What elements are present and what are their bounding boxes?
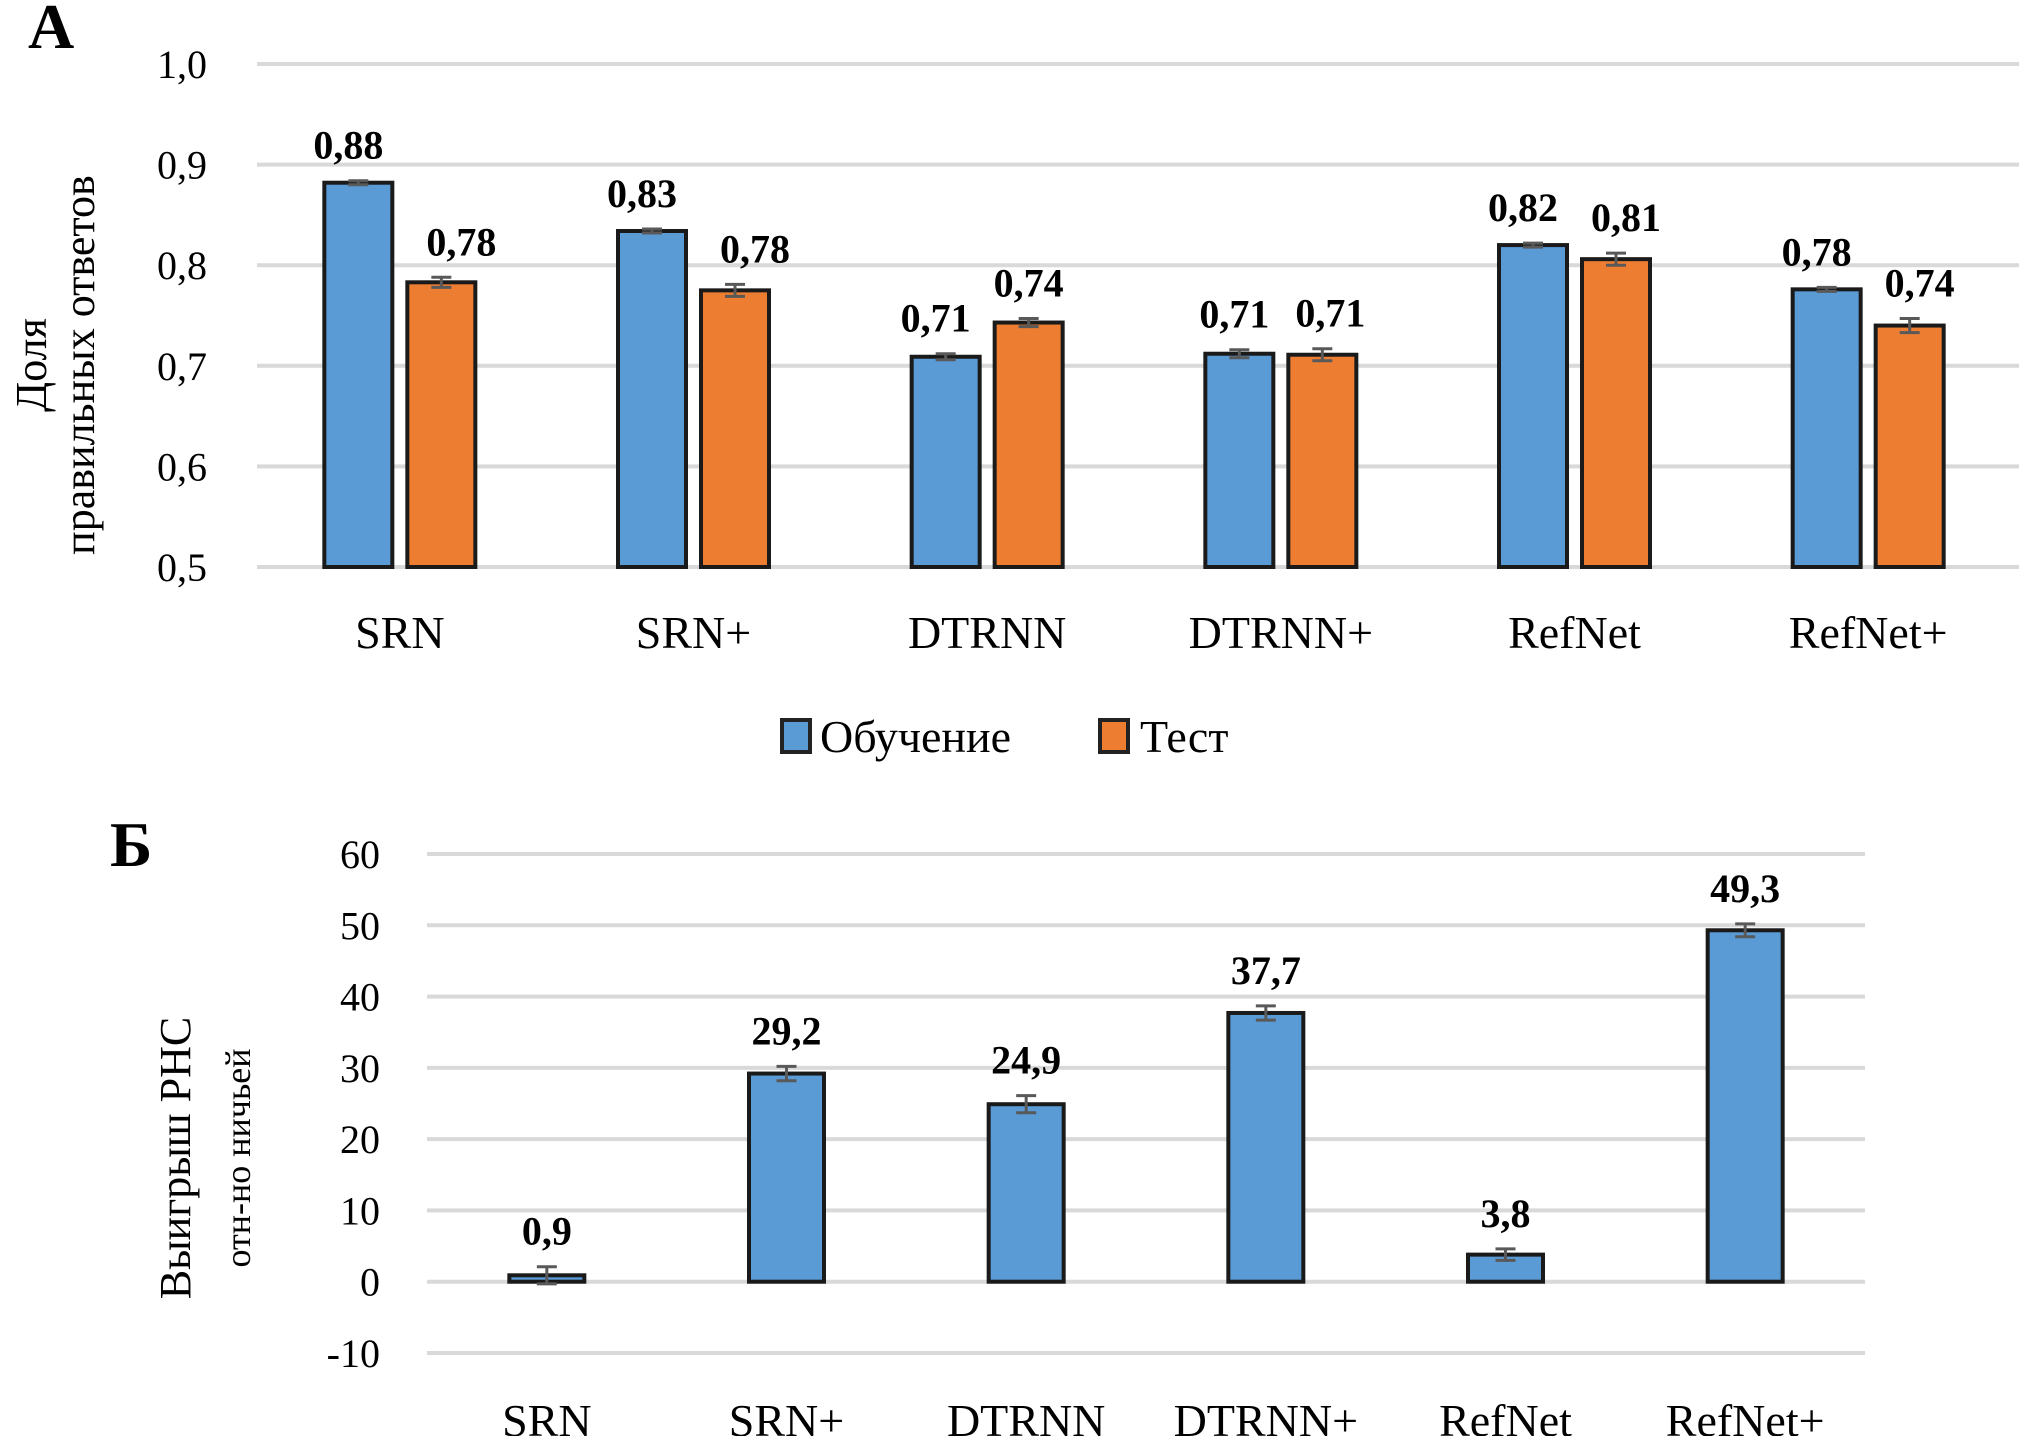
x-tick-label-refnet: RefNet	[1508, 607, 1641, 658]
data-label-refnet: 3,8	[1481, 1191, 1531, 1236]
bar-dtrnn-series1	[909, 354, 982, 569]
bar-dtrnn-series1	[1226, 1010, 1306, 1284]
y-tick-label: 20	[340, 1117, 380, 1162]
bars-b	[507, 922, 1785, 1286]
legend-swatch-test	[1098, 718, 1130, 754]
y-tick-label: 0,8	[157, 243, 207, 288]
y-tick-label: 40	[340, 975, 380, 1020]
x-tick-label-refnet: RefNet+	[1789, 607, 1948, 658]
data-label-refnet: 0,78	[1782, 229, 1852, 274]
data-labels-b: 0,9 29,2 24,9 37,7 3,8 49,3	[522, 866, 1780, 1254]
y-tick-label: -10	[327, 1331, 380, 1376]
y-tick-label: 30	[340, 1046, 380, 1091]
y-tick-label: 0,6	[157, 444, 207, 489]
y-axis-label-b-line2: отн-но ничьей	[218, 1048, 258, 1267]
bars-a	[322, 179, 1946, 570]
y-axis-label-b-line1: Выигрыш РНС	[151, 1017, 200, 1300]
gridlines-a	[257, 62, 2019, 569]
y-axis-label-a-line2: правильных ответов	[55, 175, 104, 555]
x-tick-label-dtrnn: DTRNN+	[1189, 607, 1373, 658]
x-tick-label-srn: SRN	[355, 607, 444, 658]
panel-label-a: А	[28, 0, 74, 62]
data-label-refnet: 49,3	[1710, 866, 1780, 911]
data-label-refnet: 0,74	[1885, 261, 1955, 306]
data-label-srn: 0,88	[313, 123, 383, 168]
data-label-srn: 0,9	[522, 1209, 572, 1254]
legend-swatch-train	[780, 718, 812, 754]
x-categories-a: SRN SRN+ DTRNN DTRNN+ RefNet RefNet+	[355, 607, 1947, 658]
bar-srn-series1	[616, 228, 688, 569]
bar-refnet-series1	[1790, 287, 1863, 569]
x-categories-b: SRN SRN+ DTRNN DTRNN+ RefNet RefNet+	[502, 1395, 1824, 1436]
data-labels-a: 0,88 0,78 0,83 0,78 0,71 0,74 0,71 0,71 0,82 0,81…	[313, 123, 1954, 341]
x-tick-label-refnet: RefNet	[1439, 1395, 1572, 1436]
y-ticks-b: -10 0 10 20 30 40 50 60	[327, 832, 380, 1376]
bar-refnet-series2	[1580, 257, 1652, 569]
bar-srn-series2	[699, 288, 771, 569]
chart-a: 0,5 0,6 0,7 0,8 0,9 1,0 SRN SRN+ DTRNN DTRNN+ Ref…	[7, 0, 2019, 762]
x-tick-label-dtrnn: DTRNN	[947, 1395, 1105, 1436]
bar-refnet-series2	[1873, 323, 1946, 569]
y-tick-label: 0	[360, 1260, 380, 1305]
x-tick-label-dtrnn: DTRNN	[908, 607, 1066, 658]
data-label-dtrnn: 0,71	[1295, 291, 1365, 336]
y-tick-label: 50	[340, 903, 380, 948]
legend: Обучение Тест	[780, 711, 1228, 762]
y-tick-label: 10	[340, 1188, 380, 1233]
y-axis-label-a-line1: Доля	[7, 318, 56, 412]
bar-refnet-series1	[1497, 243, 1569, 570]
data-label-dtrnn: 37,7	[1231, 948, 1301, 993]
chart-b: -10 0 10 20 30 40 50 60 SRN SRN+ DTRNN DTRNN+ RefNe…	[110, 809, 1865, 1436]
data-label-srn: 0,78	[426, 219, 496, 264]
data-label-refnet: 0,81	[1591, 195, 1661, 240]
x-tick-label-dtrnn: DTRNN+	[1174, 1395, 1358, 1436]
bar-srn-series2	[405, 280, 478, 569]
bar-dtrnn-series2	[1286, 352, 1359, 570]
bar-dtrnn-series2	[992, 320, 1065, 569]
bar-refnet-series1	[1705, 928, 1785, 1284]
bar-dtrnn-series1	[986, 1102, 1066, 1284]
data-label-srn: 0,78	[720, 226, 790, 271]
legend-label-train: Обучение	[820, 711, 1011, 762]
data-label-dtrnn: 0,71	[901, 296, 971, 341]
data-label-dtrnn: 0,71	[1199, 292, 1269, 337]
x-tick-label-refnet: RefNet+	[1666, 1395, 1825, 1436]
panel-label-b: Б	[110, 809, 152, 880]
bar-srn-series1	[747, 1071, 826, 1284]
data-label-srn: 0,83	[607, 171, 677, 216]
data-label-srn: 29,2	[752, 1008, 822, 1053]
gridlines-b	[427, 852, 1865, 1355]
data-label-dtrnn: 0,74	[994, 261, 1064, 306]
x-tick-label-srn: SRN	[502, 1395, 591, 1436]
y-tick-label: 0,9	[157, 143, 207, 188]
bar-dtrnn-series1	[1203, 351, 1276, 569]
y-tick-label: 60	[340, 832, 380, 877]
legend-label-test: Тест	[1140, 711, 1228, 762]
y-tick-label: 0,5	[157, 545, 207, 590]
x-tick-label-srn: SRN+	[729, 1395, 844, 1436]
x-tick-label-srn: SRN+	[636, 607, 751, 658]
y-tick-label: 0,7	[157, 344, 207, 389]
data-label-refnet: 0,82	[1488, 185, 1558, 230]
data-label-dtrnn: 24,9	[991, 1038, 1061, 1083]
bar-srn-series1	[322, 180, 395, 569]
y-tick-label: 1,0	[157, 42, 207, 87]
y-ticks-a: 0,5 0,6 0,7 0,8 0,9 1,0	[157, 42, 207, 590]
